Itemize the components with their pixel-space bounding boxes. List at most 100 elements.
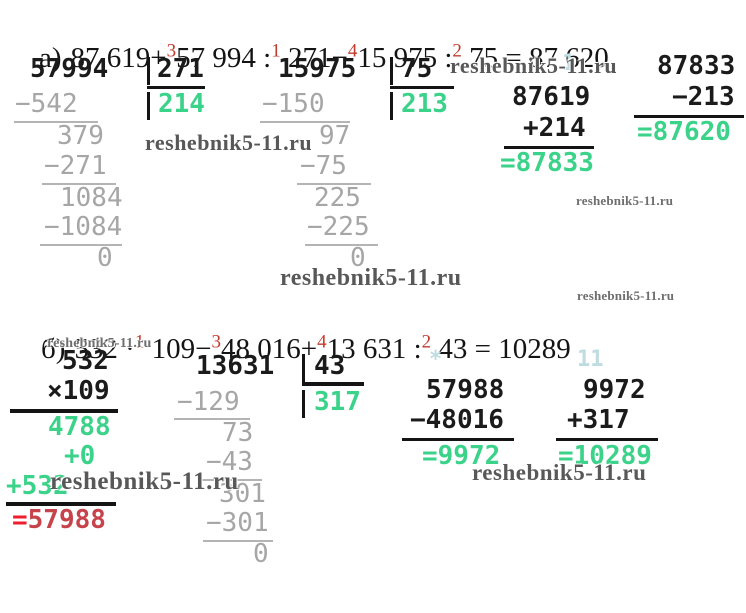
equation-a-part: 75 = 87 620	[461, 41, 609, 74]
addition1-underline	[504, 146, 594, 149]
division2-step-underline	[260, 121, 350, 123]
addition2-bottom: +317	[567, 405, 630, 435]
division1-step-underline	[14, 121, 98, 123]
addition2-result: =10289	[558, 441, 652, 471]
watermark-text: reshebnik5-11.ru	[280, 265, 462, 291]
division1-step: 379	[57, 121, 104, 151]
subtraction2-result: =9972	[422, 441, 501, 471]
division3-step-underline	[174, 418, 250, 420]
addition2-top: 9972	[583, 375, 646, 405]
subtraction1-bottom: −213	[672, 82, 735, 112]
division1-remainder: 0	[97, 243, 113, 273]
result-equals: =	[12, 505, 28, 535]
division1-bar-bottom	[147, 92, 150, 120]
subtraction2-underline	[402, 438, 514, 441]
division2-step: −225	[307, 212, 370, 242]
division1-quotient: 214	[158, 89, 205, 119]
subtraction2-top: 57988	[426, 375, 505, 405]
watermark-text: reshebnik5-11.ru	[450, 53, 618, 78]
division1-dividend: 57994	[30, 54, 109, 84]
division1-step-underline	[42, 183, 116, 185]
subtraction2-bottom: −48016	[410, 405, 504, 435]
equation-a-part: 87 619+	[70, 41, 167, 74]
division1-step-underline	[40, 244, 122, 246]
division2-divisor-underline	[390, 86, 454, 89]
division1-step: −542	[15, 89, 78, 119]
equation-b: б) 532 ·1 109−348 016+413 631 :2 43 = 102…	[12, 297, 571, 401]
division1-step: −1084	[44, 212, 123, 242]
addition1-top: 87619	[512, 82, 591, 112]
step-order-sup: 4	[347, 40, 358, 62]
division3-step: 301	[219, 479, 266, 509]
multiplication1-result-underline	[6, 502, 116, 506]
subtraction2-mark: *	[429, 347, 443, 372]
subtraction1-result: =87620	[637, 117, 731, 147]
step-order-sup: 3	[166, 40, 177, 62]
division3-step: −43	[206, 447, 253, 477]
watermark-text: reshebnik5-11.ru	[576, 193, 674, 208]
addition1-result: =87833	[500, 148, 594, 178]
division3-bar-top	[302, 354, 305, 382]
equation-b-part: 43 = 10289	[431, 332, 571, 365]
equation-b-part: 48 016+	[220, 332, 318, 365]
division2-step-underline	[297, 183, 371, 185]
division3-divisor-underline	[302, 382, 364, 386]
multiplication1-partial: +0	[64, 441, 96, 471]
division3-dividend: 13631	[196, 351, 275, 381]
step-order-sup: 3	[211, 331, 221, 353]
step-order-sup: 1	[134, 331, 145, 353]
division3-remainder: 0	[253, 539, 269, 569]
step-order-sup: 1	[271, 40, 281, 62]
equation-a-part: 271−	[280, 41, 348, 74]
multiplication1-partial: 4788	[48, 412, 111, 442]
division3-step-underline	[203, 540, 273, 542]
subtraction1-underline	[634, 115, 744, 118]
division1-divisor: 271	[157, 54, 204, 84]
addition2-carry: 11	[577, 347, 604, 372]
watermark-text: reshebnik5-11.ru	[577, 288, 675, 303]
division2-step: 225	[314, 183, 361, 213]
equation-b-label: б)	[41, 332, 66, 365]
multiplication1-top: 532	[62, 346, 109, 376]
division1-step: 1084	[60, 183, 123, 213]
division2-quotient: 213	[401, 89, 448, 119]
division2-divisor: 75	[401, 54, 433, 84]
equation-a-part: 57 994 :	[176, 41, 272, 74]
watermark-text: reshebnik5-11.ru	[50, 468, 239, 495]
division3-step: −301	[206, 508, 269, 538]
multiplication1-bottom: ×109	[47, 376, 110, 406]
division2-step: 97	[319, 121, 351, 151]
equation-a-part: 15 975 :	[357, 41, 453, 74]
equation-a-label: а)	[39, 41, 62, 74]
division1-bar-top	[147, 57, 150, 85]
watermark-text: reshebnik5-11.ru	[145, 130, 313, 155]
equation-b-part: 109−	[144, 332, 212, 365]
addition1-bottom: +214	[523, 113, 586, 143]
division3-step: −129	[177, 387, 240, 417]
division3-bar-bottom	[302, 390, 305, 418]
division2-remainder: 0	[350, 243, 366, 273]
step-order-sup: 2	[452, 40, 462, 62]
division3-quotient: 317	[314, 387, 361, 417]
division3-step: 73	[222, 418, 254, 448]
multiplication1-partial: +532	[6, 471, 69, 501]
division2-step: −75	[300, 151, 347, 181]
division3-step-underline	[202, 479, 262, 481]
equation-a: а) 87 619+357 994 :1 271−415 975 :2 75 = …	[10, 6, 609, 110]
multiplication1-result: =57988	[12, 507, 106, 533]
division1-step: −271	[44, 151, 107, 181]
division3-divisor: 43	[314, 351, 346, 381]
multiplication1-underline	[10, 409, 118, 413]
result-value: 57988	[27, 505, 106, 535]
division2-dividend: 15975	[278, 54, 357, 84]
division2-step-underline	[305, 244, 378, 246]
equation-b-part: 532 ·	[74, 332, 135, 365]
subtraction1-top: 87833	[657, 51, 736, 81]
division1-divisor-underline	[147, 86, 205, 89]
division2-bar-bottom	[390, 92, 393, 120]
watermark-text: reshebnik5-11.ru	[47, 336, 152, 351]
addition2-underline	[556, 438, 658, 441]
step-order-sup: 2	[421, 331, 432, 353]
division2-step: −150	[262, 89, 325, 119]
